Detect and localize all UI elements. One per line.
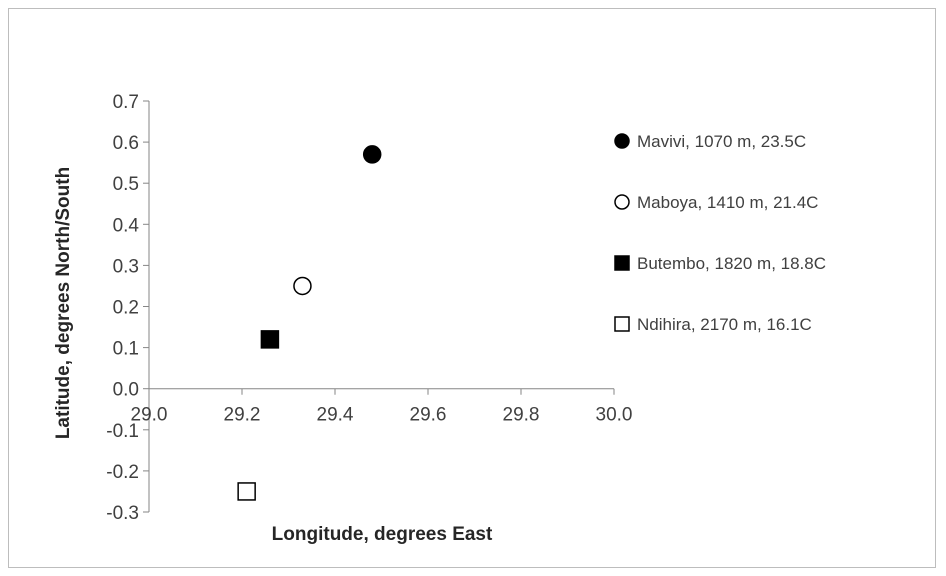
x-tick-label: 29.6 xyxy=(410,405,447,426)
y-tick-label: -0.3 xyxy=(106,503,139,524)
y-tick-label: 0.3 xyxy=(113,256,139,277)
data-points xyxy=(237,145,382,501)
x-tick-label: 29.4 xyxy=(317,405,354,426)
x-tick-label: 29.8 xyxy=(503,405,540,426)
legend-label: Ndihira, 2170 m, 16.1C xyxy=(637,315,812,334)
y-tick-label: -0.1 xyxy=(106,421,139,442)
y-tick-label: 0.4 xyxy=(113,215,140,236)
y-tick-label: 0.6 xyxy=(113,133,139,154)
legend-marker-open-square xyxy=(614,316,630,332)
legend-label: Mavivi, 1070 m, 23.5C xyxy=(637,132,806,151)
point-filled-circle xyxy=(362,145,382,164)
x-tick-labels: 29.0 29.2 29.4 29.6 29.8 30.0 xyxy=(131,405,633,426)
y-tick-label: 0.0 xyxy=(113,380,139,401)
point-filled-square xyxy=(260,330,280,349)
y-tick-label: 0.2 xyxy=(113,298,139,319)
axes xyxy=(143,100,615,513)
point-open-square xyxy=(237,482,256,501)
y-tick-label: 0.1 xyxy=(113,339,139,360)
y-tick-label: -0.2 xyxy=(106,462,139,483)
legend-marker-filled-circle xyxy=(614,133,630,149)
legend: Mavivi, 1070 m, 23.5C Maboya, 1410 m, 21.… xyxy=(614,132,826,334)
legend-marker-filled-square xyxy=(614,255,630,271)
y-tick-label: 0.7 xyxy=(113,92,139,113)
x-tick-label: 30.0 xyxy=(596,405,633,426)
y-tick-labels: 0.7 0.6 0.5 0.4 0.3 0.2 0.1 0.0 -0.1 -0.2 -0.3 xyxy=(106,92,139,524)
x-axis-title: Longitude, degrees East xyxy=(272,524,493,545)
x-tick-label: 29.2 xyxy=(224,405,261,426)
chart-frame xyxy=(8,8,936,568)
y-axis-title: Latitude, degrees North/South xyxy=(53,167,74,439)
x-tick-label: 29.0 xyxy=(131,405,168,426)
point-open-circle xyxy=(293,276,312,296)
legend-label: Maboya, 1410 m, 21.4C xyxy=(637,193,818,212)
legend-marker-open-circle xyxy=(614,194,630,210)
legend-label: Butembo, 1820 m, 18.8C xyxy=(637,254,826,273)
y-tick-label: 0.5 xyxy=(113,174,139,195)
